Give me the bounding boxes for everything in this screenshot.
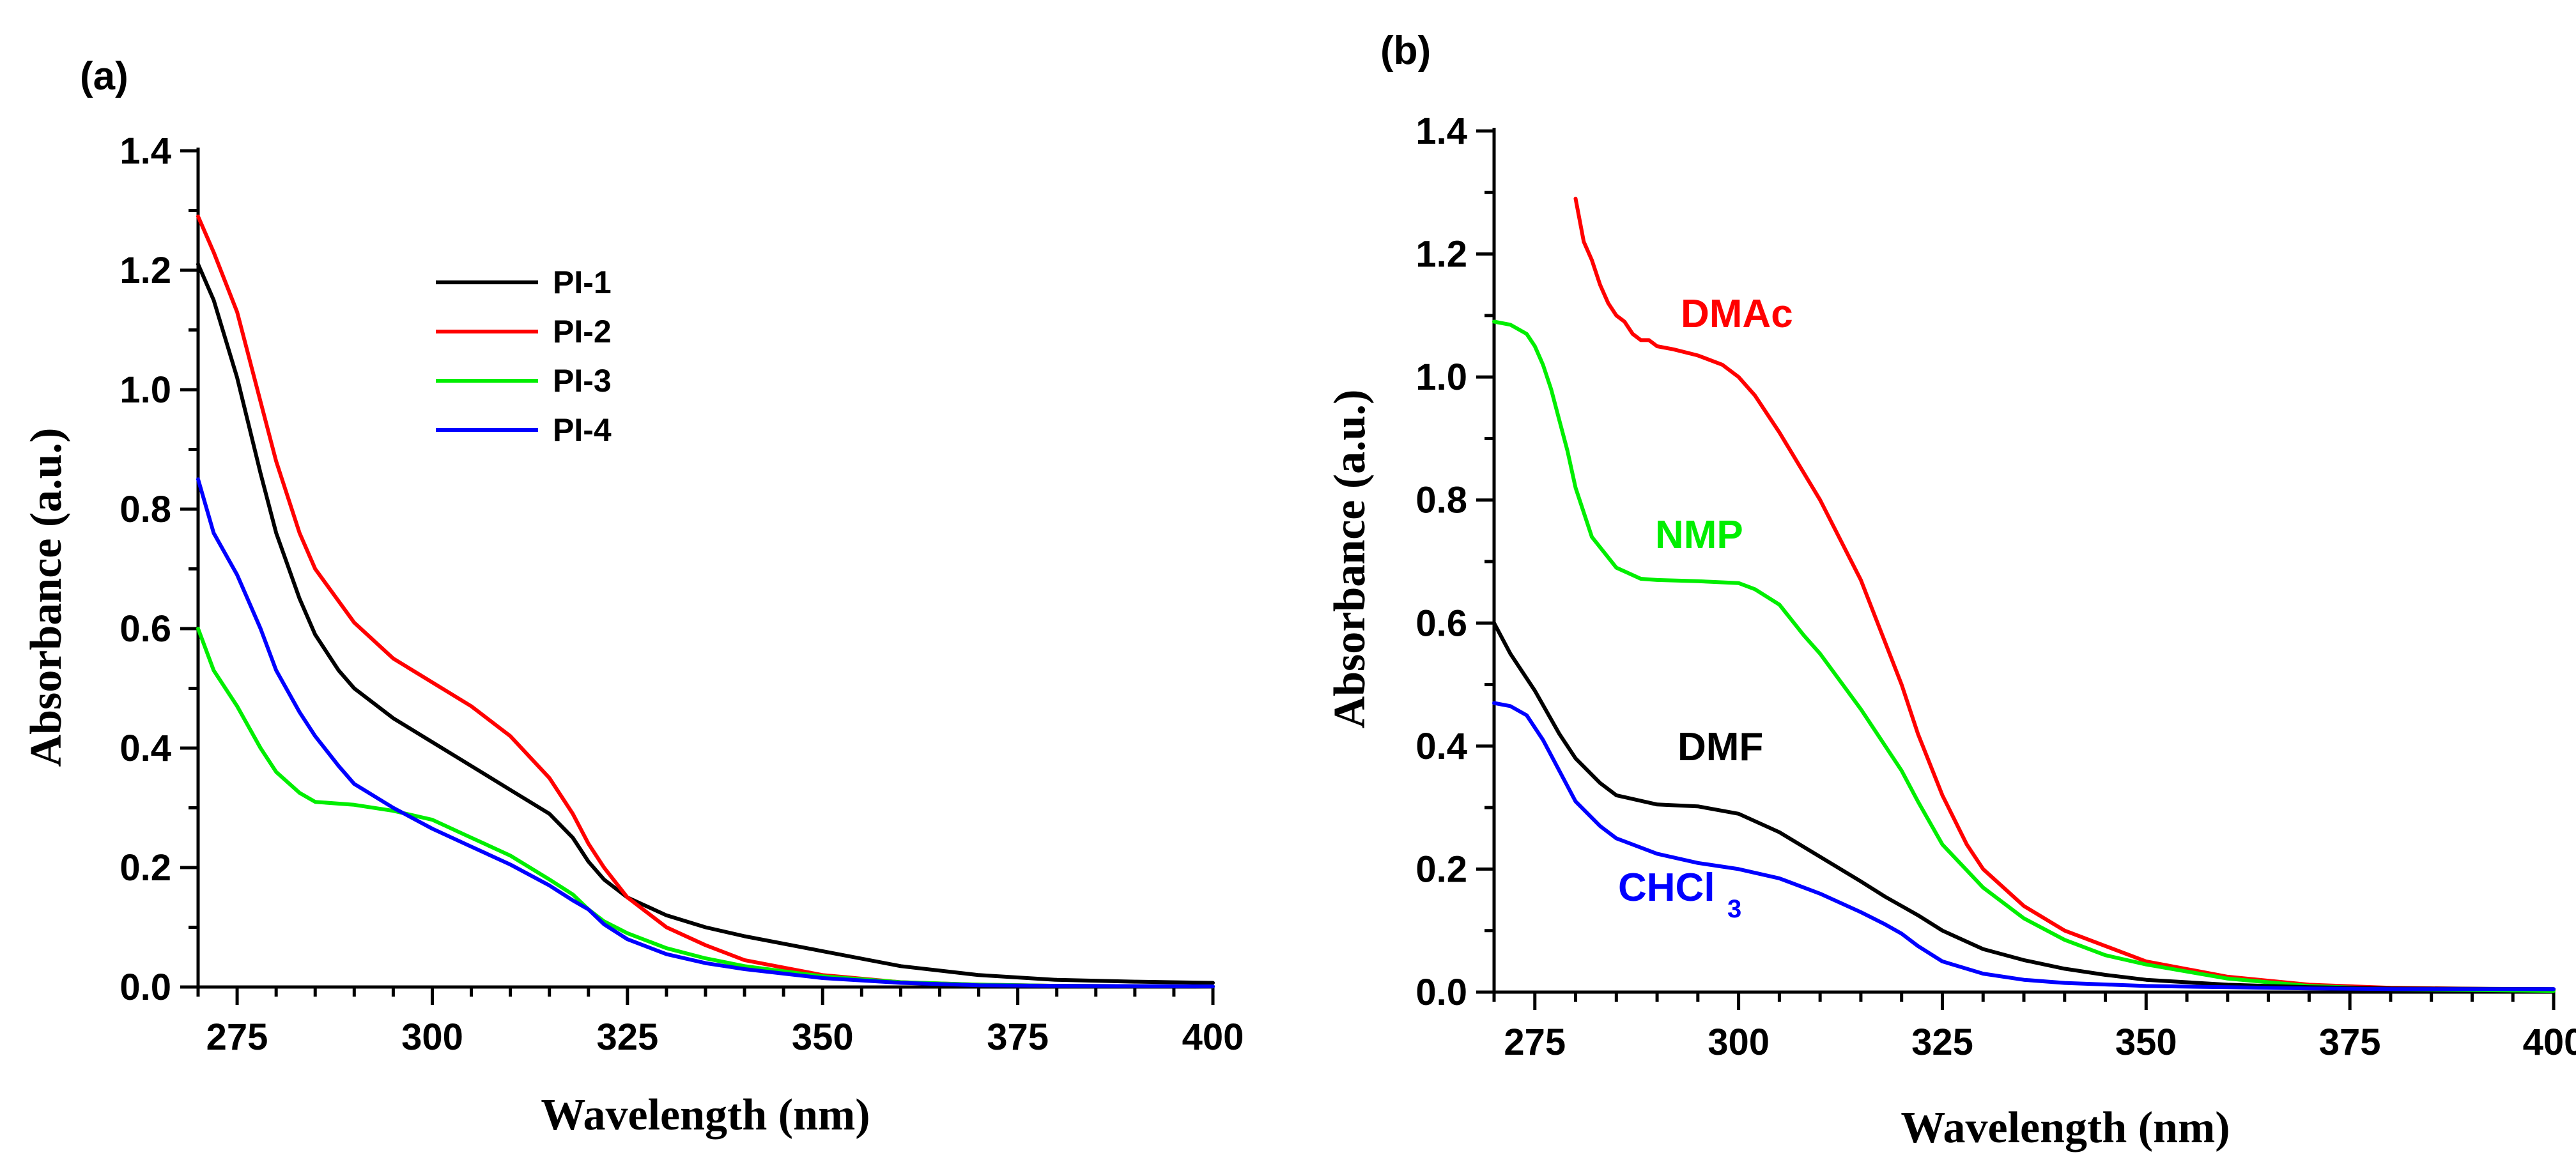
panel-b-axes: 275 300 325 350 375 400 0.0 0.2 0.4 0.6 0.8 1.0 1.2 1…: [1415, 111, 2576, 1063]
y-tick-label: 0.6: [120, 608, 171, 650]
x-tick-label: 375: [987, 1016, 1049, 1058]
panel-a-curves: [196, 214, 1215, 989]
legend-label-pi-3: PI-3: [553, 363, 612, 399]
x-tick-label: 325: [596, 1016, 658, 1058]
legend-label-pi-2: PI-2: [553, 314, 612, 349]
series-line-nmp: [1492, 319, 2556, 993]
y-tick-label: 0.4: [120, 728, 171, 769]
series-label-dmf: DMF: [1677, 725, 1763, 769]
series-line-chcl3: [1492, 701, 2556, 991]
series-label-chcl3-subscript: 3: [1727, 895, 1741, 923]
y-tick-label: 0.2: [120, 847, 171, 889]
x-tick-label: 275: [1504, 1022, 1566, 1063]
series-line-pi-2: [196, 214, 1215, 989]
panel-a-axes: 275 300 325 350 375 400 0.0 0.2 0.4 0.6 0.8 1.0 1.2 1…: [120, 130, 1244, 1058]
y-tick-label: 1.2: [1415, 234, 1467, 275]
y-tick-label: 0.8: [1415, 480, 1467, 521]
series-line-dmf: [1492, 621, 2556, 991]
panel-a-ylabel: Absorbance (a.u.): [22, 428, 71, 767]
panel-a: (a) Absorbance (a.u.) Wavelength (nm) 27…: [22, 54, 1244, 1140]
series-label-dmac: DMAc: [1681, 292, 1793, 336]
panel-b-xlabel: Wavelength (nm): [1901, 1103, 2230, 1152]
legend-label-pi-1: PI-1: [553, 264, 612, 300]
x-tick-label: 275: [206, 1016, 268, 1058]
x-tick-label: 300: [1708, 1022, 1770, 1063]
series-label-nmp: NMP: [1655, 513, 1743, 557]
y-tick-label: 1.0: [120, 369, 171, 411]
x-tick-label: 350: [2115, 1022, 2177, 1063]
series-line-pi-1: [196, 262, 1215, 985]
panel-a-label: (a): [80, 54, 128, 98]
panel-a-legend: PI-1 PI-2 PI-3 PI-4: [436, 264, 612, 448]
series-label-chcl3: CHCl 3: [1618, 866, 1741, 923]
y-tick-label: 1.0: [1415, 356, 1467, 398]
panel-b: (b) Absorbance (a.u.) Wavelength (nm) 27…: [1325, 29, 2576, 1152]
y-tick-label: 1.2: [120, 250, 171, 291]
panel-b-label: (b): [1380, 29, 1431, 73]
series-line-pi-4: [196, 477, 1215, 989]
panel-a-xlabel: Wavelength (nm): [541, 1091, 870, 1140]
series-line-dmac: [1573, 196, 2556, 992]
x-tick-label: 300: [401, 1016, 463, 1058]
y-tick-label: 0.0: [120, 967, 171, 1008]
legend-label-pi-4: PI-4: [553, 412, 612, 448]
y-tick-label: 0.8: [120, 489, 171, 530]
y-tick-label: 0.0: [1415, 972, 1467, 1013]
y-tick-label: 1.4: [120, 130, 171, 172]
series-label-chcl3-text: CHCl: [1618, 866, 1715, 910]
x-tick-label: 400: [2523, 1022, 2576, 1063]
panel-b-ylabel: Absorbance (a.u.): [1325, 390, 1375, 729]
y-tick-label: 0.2: [1415, 848, 1467, 890]
x-tick-label: 400: [1182, 1016, 1244, 1058]
x-tick-label: 325: [1911, 1022, 1973, 1063]
panel-b-curves: [1492, 196, 2556, 993]
y-tick-label: 1.4: [1415, 111, 1467, 152]
y-tick-label: 0.6: [1415, 602, 1467, 644]
y-tick-label: 0.4: [1415, 726, 1467, 767]
x-tick-label: 350: [792, 1016, 854, 1058]
x-tick-label: 375: [2319, 1022, 2381, 1063]
